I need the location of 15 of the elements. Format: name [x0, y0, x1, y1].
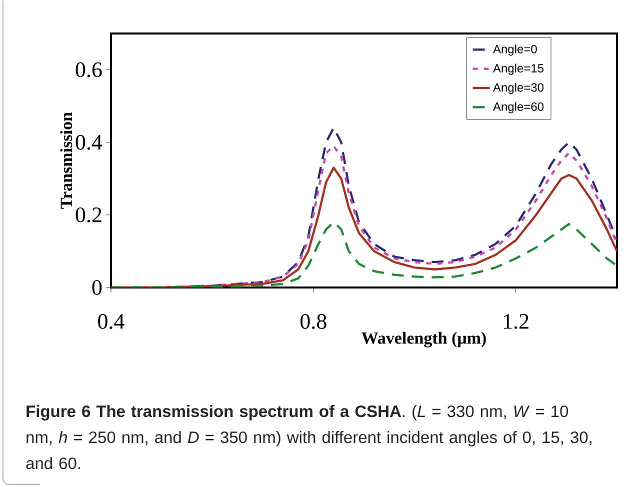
legend-label: Angle=15 — [492, 63, 544, 75]
legend-label: Angle=0 — [492, 44, 537, 56]
x-axis-title: Wavelength (μm) — [362, 332, 486, 348]
y-tick-label: 0.2 — [76, 207, 102, 222]
text: Figure 6 The transmission spectrum of a CSHA. (L = 330 nm, W = 10 nm, h = 250 nm, and D = 350 nm) with different incident angles of 0, 15, 30, and 60. — [26, 404, 592, 469]
y-tick-label: 0.4 — [76, 134, 102, 150]
y-tick-label: 0.6 — [76, 62, 102, 78]
legend-label: Angle=60 — [492, 102, 544, 114]
x-tick-label: 0.4 — [98, 314, 124, 329]
y-axis-title: Transmission — [60, 112, 72, 208]
line-series — [111, 220, 617, 288]
x-tick-label: 0.8 — [300, 314, 326, 329]
legend-label: Angle=30 — [492, 82, 544, 94]
x-tick-label: 1.2 — [504, 314, 528, 329]
y-tick-label: 0 — [92, 280, 102, 295]
